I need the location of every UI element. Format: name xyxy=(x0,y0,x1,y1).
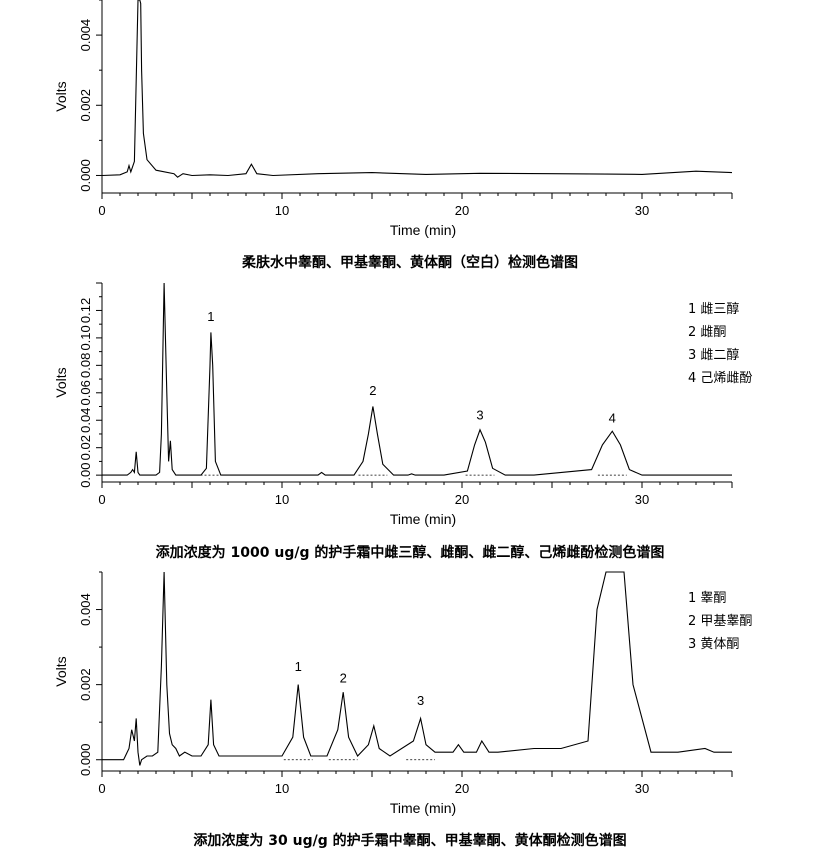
x-tick-label: 0 xyxy=(98,492,105,507)
peak-label: 4 xyxy=(609,410,616,425)
peak-label: 2 xyxy=(369,383,376,398)
chart-1: 0 10 20 30 0.000 0.002 0.004 Time (min) Volts xyxy=(53,0,733,238)
x-tick-label: 30 xyxy=(635,781,649,796)
y-tick-label: 0.10 xyxy=(78,325,93,350)
x-tick-label: 0 xyxy=(98,781,105,796)
chart1-caption: 柔肤水中睾酮、甲基睾酮、黄体酮（空白）检测色谱图 xyxy=(242,255,578,271)
peak-label: 3 xyxy=(476,408,483,423)
x-axis-title: Time (min) xyxy=(390,800,456,816)
peak-label: 3 xyxy=(417,693,424,708)
y-axis-title: Volts xyxy=(53,656,69,686)
y-tick-label: 0.004 xyxy=(78,19,93,52)
chart3-caption: 添加浓度为 30 ug/g 的护手霜中睾酮、甲基睾酮、黄体酮检测色谱图 xyxy=(193,833,627,849)
y-tick-label: 0.12 xyxy=(78,298,93,323)
x-axis-title: Time (min) xyxy=(390,511,456,527)
chart-2: 0 10 20 30 0.00 0.02 0.04 0.06 0.08 0.10 0.12 Time … xyxy=(53,282,752,527)
x-tick-label: 20 xyxy=(455,781,469,796)
x-tick-label: 0 xyxy=(98,203,105,218)
x-tick-label: 10 xyxy=(275,781,289,796)
chromatogram-trace-1 xyxy=(102,282,732,476)
y-axis-title: Volts xyxy=(53,367,69,397)
x-tick-label: 30 xyxy=(635,492,649,507)
legend-entry: 4 己烯雌酚 xyxy=(688,370,752,386)
y-tick-label: 0.004 xyxy=(78,593,93,626)
x-tick-label: 20 xyxy=(455,492,469,507)
chart2-caption: 添加浓度为 1000 ug/g 的护手霜中雌三醇、雌酮、雌二醇、己烯雌酚检测色谱… xyxy=(155,545,665,561)
legend-entry: 2 雌酮 xyxy=(688,324,726,340)
peak-label: 2 xyxy=(340,670,347,685)
y-tick-label: 0.000 xyxy=(78,159,93,192)
peak-label: 1 xyxy=(295,659,302,674)
x-tick-label: 30 xyxy=(635,203,649,218)
y-tick-label: 0.08 xyxy=(78,353,93,378)
y-tick-label: 0.06 xyxy=(78,380,93,405)
legend-entry: 1 睾酮 xyxy=(688,590,726,606)
y-tick-label: 0.04 xyxy=(78,408,93,433)
y-tick-label: 0.002 xyxy=(78,668,93,701)
legend-entry: 3 雌二醇 xyxy=(688,347,739,363)
x-tick-label: 10 xyxy=(275,203,289,218)
x-tick-label: 20 xyxy=(455,203,469,218)
peak-label: 1 xyxy=(207,309,214,324)
y-tick-label: 0.02 xyxy=(78,435,93,460)
x-axis-title: Time (min) xyxy=(390,222,456,238)
legend-entry: 1 雌三醇 xyxy=(688,301,739,317)
y-tick-label: 0.000 xyxy=(78,743,93,776)
y-tick-label: 0.002 xyxy=(78,89,93,122)
chart-3: 0 10 20 30 0.000 0.002 0.004 Time (min) Volts 1 2 3… xyxy=(53,571,752,816)
y-axis-title: Volts xyxy=(53,81,69,111)
x-tick-label: 10 xyxy=(275,492,289,507)
legend-entry: 2 甲基睾酮 xyxy=(688,613,752,629)
y-tick-label: 0.00 xyxy=(78,462,93,487)
legend-entry: 3 黄体酮 xyxy=(688,637,739,652)
chromatogram-trace-1 xyxy=(102,571,732,766)
chromatogram-trace-1 xyxy=(101,0,733,178)
